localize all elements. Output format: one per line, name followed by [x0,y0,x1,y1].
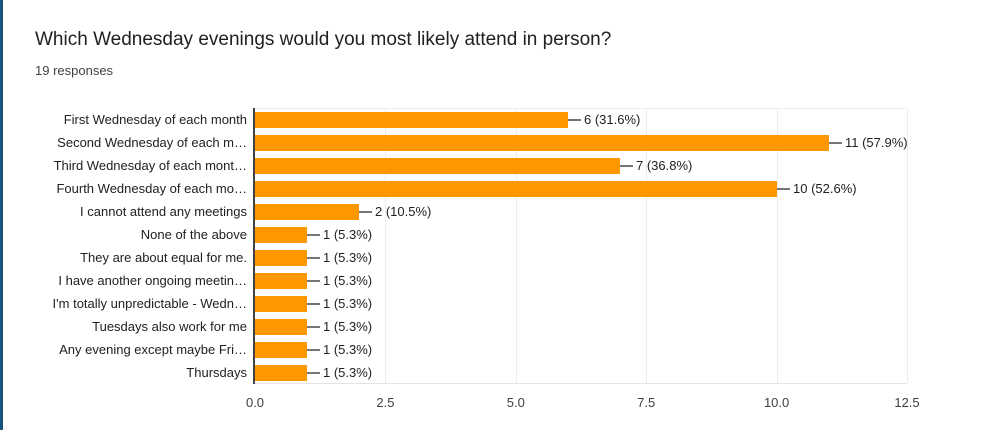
chart-row: Fourth Wednesday of each mo… 10 (52.6%) [3,177,978,200]
question-title: Which Wednesday evenings would you most … [35,29,612,50]
value-label: 1 (5.3%) [323,342,373,357]
bar-chart: First Wednesday of each month 6 (31.6%) Se… [3,108,978,384]
chart-row: First Wednesday of each month 6 (31.6%) [3,108,978,131]
callout-line [307,302,320,305]
value-label: 2 (10.5%) [375,204,432,219]
x-tick-label: 0.0 [245,395,265,410]
value-label: 1 (5.3%) [323,250,373,265]
value-label: 1 (5.3%) [323,365,373,380]
bar-track: 2 (10.5%) [255,200,978,223]
chart-header: Which Wednesday evenings would you most … [35,28,961,79]
callout-line [307,279,320,282]
callout-line [829,141,842,144]
category-label: Fourth Wednesday of each mo… [56,181,247,196]
value-label: 1 (5.3%) [323,227,373,242]
bar-track: 1 (5.3%) [255,246,978,269]
chart-row: Third Wednesday of each mont… 7 (36.8%) [3,154,978,177]
bar-track: 1 (5.3%) [255,315,978,338]
x-tick-label: 10.0 [763,395,790,410]
category-label: Any evening except maybe Fri… [59,342,247,357]
category-label: Second Wednesday of each m… [57,135,247,150]
bar-track: 10 (52.6%) [255,177,978,200]
bar [255,249,307,266]
bar-track: 1 (5.3%) [255,269,978,292]
category-label: First Wednesday of each month [63,112,247,127]
value-label: 11 (57.9%) [845,135,908,150]
bar-track: 6 (31.6%) [255,108,978,131]
left-accent-border [0,0,3,430]
bar-track: 1 (5.3%) [255,223,978,246]
value-label: 1 (5.3%) [323,319,373,334]
value-label: 6 (31.6%) [584,112,641,127]
response-count: 19 responses [35,63,114,78]
bar [255,341,307,358]
bar [255,364,307,381]
chart-row: I cannot attend any meetings 2 (10.5%) [3,200,978,223]
chart-row: None of the above 1 (5.3%) [3,223,978,246]
category-label: I cannot attend any meetings [80,204,247,219]
y-axis-line [253,108,255,384]
chart-row: Second Wednesday of each m… 11 (57.9%) [3,131,978,154]
x-tick-label: 2.5 [376,395,395,410]
category-label: Tuesdays also work for me [92,319,247,334]
value-label: 1 (5.3%) [323,273,373,288]
category-label: I have another ongoing meetin… [58,273,247,288]
callout-line [777,187,790,190]
bar [255,111,568,128]
gridline [776,109,778,383]
plot-area [255,108,908,384]
x-tick-label: 5.0 [506,395,525,410]
chart-row: Any evening except maybe Fri… 1 (5.3%) [3,338,978,361]
chart-row: They are about equal for me. 1 (5.3%) [3,246,978,269]
bar [255,157,620,174]
bar-track: 1 (5.3%) [255,292,978,315]
value-label: 7 (36.8%) [636,158,693,173]
bar [255,295,307,312]
x-tick-label: 7.5 [637,395,656,410]
bar [255,318,307,335]
bar-track: 1 (5.3%) [255,338,978,361]
value-label: 10 (52.6%) [793,181,857,196]
callout-line [307,233,320,236]
bar [255,226,307,243]
category-label: They are about equal for me. [80,250,247,265]
callout-line [568,118,581,121]
callout-line [307,371,320,374]
chart-row: Tuesdays also work for me 1 (5.3%) [3,315,978,338]
chart-row: Thursdays 1 (5.3%) [3,361,978,384]
x-tick-label: 12.5 [894,395,920,410]
gridline [385,109,387,383]
callout-line [307,325,320,328]
callout-line [359,210,372,213]
bar-track: 11 (57.9%) [255,131,978,154]
gridline [515,109,517,383]
bar [255,180,777,197]
category-label: Third Wednesday of each mont… [53,158,247,173]
category-label: Thursdays [186,365,247,380]
gridline [907,109,908,383]
category-label: None of the above [140,227,247,242]
x-axis: 0.0 2.5 5.0 7.5 10.0 12.5 [246,395,920,413]
callout-line [307,256,320,259]
chart-row: I'm totally unpredictable - Wedn… 1 (5.3%… [3,292,978,315]
value-label: 1 (5.3%) [323,296,373,311]
gridline [646,109,648,383]
category-label: I'm totally unpredictable - Wedn… [52,296,247,311]
bar-track: 7 (36.8%) [255,154,978,177]
bar [255,134,829,151]
callout-line [307,348,320,351]
bar-track: 1 (5.3%) [255,361,978,384]
bar [255,272,307,289]
chart-rows: First Wednesday of each month 6 (31.6%) Se… [3,108,978,384]
chart-row: I have another ongoing meetin… 1 (5.3%) [3,269,978,292]
callout-line [620,164,633,167]
bar [255,203,359,220]
